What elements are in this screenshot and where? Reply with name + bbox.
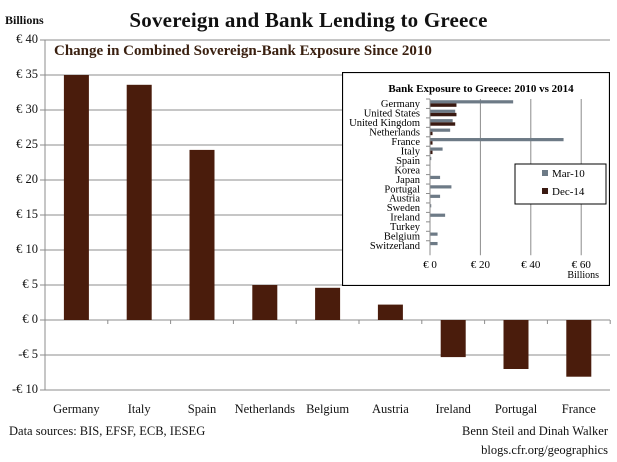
x-tick-label: Austria [371,402,409,416]
y-tick-label: -€ 5 [18,347,38,361]
inset-bar-mar10 [430,138,564,142]
bar-austria [377,304,403,320]
inset-bar-mar10 [430,204,432,208]
inset-x-tick-label: € 40 [521,259,541,271]
x-tick-label: Italy [127,402,151,416]
data-sources: Data sources: BIS, EFSF, ECB, IESEG [9,424,206,438]
inset-bar-mar10 [430,175,441,180]
inset-y-label: Spain [396,156,421,167]
bar-spain [189,149,215,320]
y-tick-label: € 10 [16,242,38,256]
inset-y-label: United States [364,109,420,120]
inset-title: Bank Exposure to Greece: 2010 vs 2014 [388,83,574,95]
y-axis-unit: Billions [5,13,44,27]
inset-bar-mar10 [430,194,441,198]
inset-bar-dec14 [430,131,433,136]
authors: Benn Steil and Dinah Walker [462,424,608,438]
chart-title: Sovereign and Bank Lending to Greece [129,8,488,32]
inset-y-label: Turkey [390,222,421,233]
inset-bar-dec14 [430,112,457,117]
inset-y-label: Ireland [390,213,420,224]
inset-bar-mar10 [430,147,443,151]
x-tick-label: Belgium [306,402,350,416]
inset-y-label: France [391,137,420,148]
inset-bar-mar10 [430,128,451,132]
inset-bar-mar10 [430,119,453,123]
inset-bar-dec14 [430,103,457,107]
legend-label: Dec-14 [552,186,585,198]
x-tick-label: France [561,402,596,416]
inset-bar-mar10 [430,100,514,104]
inset-y-label: Italy [401,146,421,157]
legend-swatch [542,170,548,176]
inset-bar-dec14 [430,150,433,155]
inset-bar-mar10 [430,213,446,217]
chart-subtitle: Change in Combined Sovereign-Bank Exposu… [54,43,432,59]
site-credit: blogs.cfr.org/geographics [481,443,608,457]
y-tick-label: € 0 [22,312,38,326]
x-tick-label: Netherlands [234,402,295,416]
inset-y-label: Belgium [384,232,420,243]
inset-x-tick-label: € 20 [471,259,491,271]
legend-label: Mar-10 [552,168,585,180]
x-tick-label: Spain [187,402,217,416]
inset-y-label: Portugal [384,184,420,195]
y-tick-label: € 40 [16,32,38,46]
bar-belgium [315,287,341,320]
inset-bar-mar10 [430,241,438,246]
y-tick-label: € 15 [16,207,38,221]
inset-legend: Mar-10 Dec-14 [514,163,607,205]
bar-france [566,320,592,377]
bar-germany [63,75,89,320]
inset-bar-mar10 [430,232,438,236]
bar-italy [126,84,152,320]
x-tick-label: Portugal [494,402,538,416]
inset-y-label: United Kingdom [349,118,420,129]
x-tick-label: Germany [53,402,100,416]
inset-x-tick-label: € 60 [572,259,592,271]
y-tick-label: -€ 10 [11,382,38,396]
inset-y-label: Korea [394,165,420,176]
inset-y-label: Austria [389,194,420,205]
inset-chart: Bank Exposure to Greece: 2010 vs 2014 € 0… [342,72,610,286]
legend-swatch [542,188,548,194]
inset-bar-mar10 [430,109,456,113]
inset-bar-mar10 [430,185,452,189]
inset-x-unit: Billions [567,270,599,281]
y-tick-label: € 35 [16,67,38,81]
inset-y-label: Germany [381,99,421,110]
bar-ireland [440,320,466,358]
inset-bar-dec14 [430,141,433,145]
inset-y-label: Switzerland [370,241,421,252]
inset-bar-mar10 [430,156,432,161]
inset-x-tick-label: € 0 [423,259,437,271]
inset-bar-dec14 [430,122,456,126]
inset-y-label: Netherlands [369,128,420,139]
y-tick-label: € 5 [22,277,38,291]
bar-portugal [503,320,529,369]
bar-netherlands [252,285,278,320]
y-tick-label: € 20 [16,172,38,186]
inset-y-label: Sweden [387,203,421,214]
y-tick-label: € 30 [16,102,38,116]
y-tick-label: € 25 [16,137,38,151]
x-tick-label: Ireland [435,402,471,416]
inset-y-label: Japan [396,175,421,186]
